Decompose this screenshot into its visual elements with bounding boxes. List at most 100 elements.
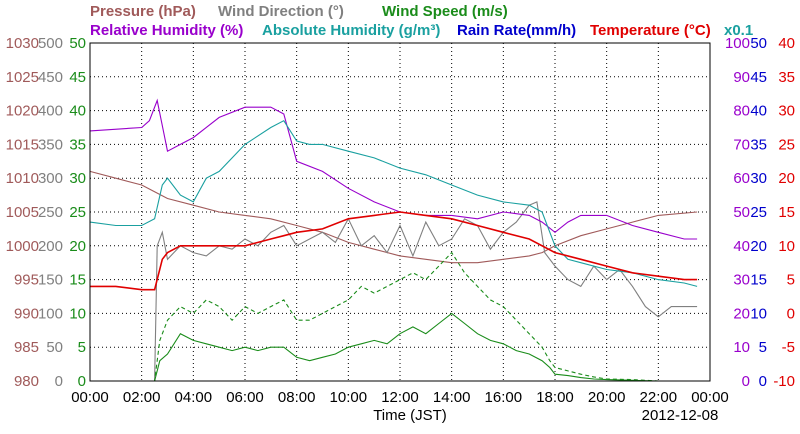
x-axis-label: Time (JST) [373, 407, 447, 424]
y-tick-label-rain_rate: 35 [750, 136, 767, 153]
y-tick-label-pressure: 1000 [6, 238, 39, 255]
y-tick-label-pressure: 995 [14, 272, 39, 289]
y-tick-label-wind_direction: 150 [38, 272, 63, 289]
y-tick-label-wind_direction: 400 [38, 103, 63, 120]
y-tick-label-wind_direction: 50 [46, 339, 63, 356]
y-tick-label-humidity: 100 [725, 35, 750, 52]
series-line-4 [89, 98, 698, 240]
y-tick-label-humidity: 60 [733, 170, 750, 187]
y-tick-label-temperature: 25 [778, 136, 795, 153]
date-label: 2012-12-08 [642, 407, 719, 424]
legend: Pressure (hPa) Wind Direction (°) Wind S… [90, 3, 753, 39]
y-tick-label-wind_speed: 45 [69, 69, 86, 86]
series-line-2 [90, 312, 698, 382]
y-tick-label-temperature: 35 [778, 69, 795, 86]
y-tick-label-wind_direction: 300 [38, 170, 63, 187]
y-tick-label-rain_rate: 20 [750, 238, 767, 255]
x-tick-label: 16:00 [485, 389, 523, 406]
y-tick-label-wind_direction: 250 [38, 204, 63, 221]
series-line-5 [89, 119, 698, 287]
x-tick-label: 00:00 [691, 389, 729, 406]
y-tick-label-wind_speed: 15 [69, 272, 86, 289]
y-tick-label-temperature: 20 [778, 170, 795, 187]
legend-wind-speed: Wind Speed (m/s) [382, 3, 508, 20]
y-tick-label-rain_rate: 50 [750, 35, 767, 52]
y-tick-label-rain_rate: 40 [750, 103, 767, 120]
series-line-7 [90, 211, 698, 291]
y-tick-label-humidity: 40 [733, 238, 750, 255]
legend-relative-humidity: Relative Humidity (%) [90, 22, 243, 39]
x-tick-label: 10:00 [330, 389, 368, 406]
y-tick-label-humidity: 50 [733, 204, 750, 221]
y-tick-label-humidity: 20 [733, 305, 750, 322]
y-tick-label-wind_speed: 20 [69, 238, 86, 255]
y-tick-label-pressure: 1020 [6, 103, 39, 120]
y-tick-label-pressure: 1005 [6, 204, 39, 221]
y-tick-label-temperature: 0 [787, 305, 795, 322]
y-tick-label-wind_speed: 35 [69, 136, 86, 153]
y-tick-label-pressure: 980 [14, 373, 39, 390]
y-tick-label-wind_direction: 350 [38, 136, 63, 153]
legend-absolute-humidity: Absolute Humidity (g/m³) [262, 22, 440, 39]
legend-pressure: Pressure (hPa) [90, 3, 196, 20]
y-tick-label-wind_direction: 500 [38, 35, 63, 52]
y-tick-label-rain_rate: 25 [750, 204, 767, 221]
y-tick-label-temperature: -10 [773, 373, 795, 390]
y-tick-label-wind_speed: 10 [69, 305, 86, 322]
legend-wind-direction: Wind Direction (°) [218, 3, 344, 20]
y-tick-label-temperature: 15 [778, 204, 795, 221]
legend-scale-note: x0.1 [724, 22, 753, 39]
y-tick-label-wind_speed: 5 [78, 339, 86, 356]
y-tick-label-wind_speed: 0 [78, 373, 86, 390]
series-line-1 [90, 201, 698, 382]
y-tick-label-rain_rate: 15 [750, 272, 767, 289]
y-tick-label-temperature: 5 [787, 272, 795, 289]
y-tick-label-temperature: -5 [782, 339, 795, 356]
y-axis-tick-labels: 9809859909951000100510101015102010251030… [6, 35, 795, 390]
plot-frame [89, 42, 711, 382]
y-tick-label-pressure: 990 [14, 305, 39, 322]
y-tick-label-wind_direction: 100 [38, 305, 63, 322]
y-tick-label-wind_speed: 40 [69, 103, 86, 120]
y-tick-label-rain_rate: 5 [759, 339, 767, 356]
y-tick-label-rain_rate: 30 [750, 170, 767, 187]
y-tick-label-humidity: 70 [733, 136, 750, 153]
y-tick-label-rain_rate: 10 [750, 305, 767, 322]
x-tick-label: 22:00 [640, 389, 678, 406]
x-tick-label: 08:00 [278, 389, 316, 406]
y-tick-label-wind_direction: 450 [38, 69, 63, 86]
series-line-3 [90, 251, 698, 382]
x-tick-label: 14:00 [433, 389, 471, 406]
x-tick-label: 02:00 [123, 389, 161, 406]
x-tick-label: 04:00 [175, 389, 213, 406]
y-tick-label-wind_speed: 30 [69, 170, 86, 187]
y-tick-label-wind_direction: 0 [55, 373, 63, 390]
y-tick-label-pressure: 1025 [6, 69, 39, 86]
y-tick-label-pressure: 1030 [6, 35, 39, 52]
series-lines [89, 98, 710, 382]
y-tick-label-temperature: 40 [778, 35, 795, 52]
legend-rain-rate: Rain Rate(mm/h) [457, 22, 576, 39]
y-tick-label-temperature: 30 [778, 103, 795, 120]
y-tick-label-humidity: 0 [742, 373, 750, 390]
x-tick-label: 00:00 [71, 389, 109, 406]
y-tick-label-humidity: 90 [733, 69, 750, 86]
y-tick-label-humidity: 80 [733, 103, 750, 120]
y-tick-label-pressure: 985 [14, 339, 39, 356]
y-tick-label-rain_rate: 0 [759, 373, 767, 390]
y-tick-label-wind_speed: 50 [69, 35, 86, 52]
x-tick-label: 06:00 [226, 389, 264, 406]
y-tick-label-rain_rate: 45 [750, 69, 767, 86]
legend-temperature: Temperature (°C) [590, 22, 711, 39]
y-tick-label-wind_direction: 200 [38, 238, 63, 255]
y-tick-label-pressure: 1015 [6, 136, 39, 153]
y-tick-label-humidity: 30 [733, 272, 750, 289]
y-tick-label-humidity: 10 [733, 339, 750, 356]
y-tick-label-wind_speed: 25 [69, 204, 86, 221]
x-tick-label: 12:00 [381, 389, 419, 406]
y-tick-label-temperature: 10 [778, 238, 795, 255]
x-tick-label: 18:00 [536, 389, 574, 406]
series-line-0 [89, 170, 698, 264]
x-axis-tick-labels: 00:00 02:00 04:00 06:00 08:00 10:00 12:00 14:00… [71, 389, 729, 406]
